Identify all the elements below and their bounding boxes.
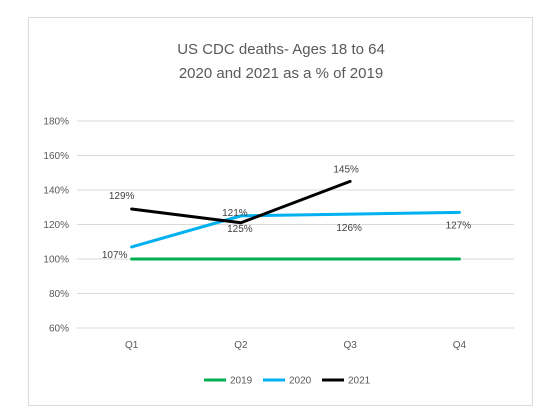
y-tick-label: 120% — [43, 220, 69, 231]
y-tick-label: 180% — [43, 117, 69, 128]
series-line-2021 — [130, 179, 352, 225]
legend-label: 2020 — [289, 376, 312, 387]
y-tick-label: 80% — [49, 289, 69, 300]
data-labels: 107% 125% 126% 127% 129% 121% 145% — [102, 164, 471, 261]
y-tick-label: 160% — [43, 151, 69, 162]
x-tick-label: Q3 — [343, 340, 357, 351]
chart-frame: US CDC deaths- Ages 18 to 64 2020 and 20… — [28, 17, 533, 406]
chart-title-line-2: 2020 and 2021 as a % of 2019 — [179, 65, 383, 82]
chart-title: US CDC deaths- Ages 18 to 64 2020 and 20… — [177, 41, 385, 82]
y-tick-label: 140% — [43, 186, 69, 197]
data-label: 145% — [333, 164, 359, 175]
x-axis-tick-labels: Q1 Q2 Q3 Q4 — [125, 340, 467, 351]
x-tick-label: Q2 — [234, 340, 248, 351]
y-axis-tick-labels: 60% 80% 100% 120% 140% 160% 180% — [43, 117, 69, 335]
chart-title-line-1: US CDC deaths- Ages 18 to 64 — [177, 41, 385, 58]
legend: 2019 2020 2021 — [204, 376, 371, 387]
y-tick-label: 100% — [43, 255, 69, 266]
data-label: 129% — [109, 191, 135, 202]
legend-label: 2021 — [348, 376, 371, 387]
data-label: 107% — [102, 250, 128, 261]
series-line-2020 — [130, 210, 461, 249]
x-tick-label: Q1 — [125, 340, 139, 351]
data-label: 126% — [336, 223, 362, 234]
series-lines — [130, 179, 461, 261]
line-chart: US CDC deaths- Ages 18 to 64 2020 and 20… — [43, 41, 514, 387]
x-tick-label: Q4 — [453, 340, 467, 351]
data-label: 127% — [446, 220, 472, 231]
data-label: 121% — [222, 208, 248, 219]
data-label: 125% — [227, 224, 253, 235]
y-tick-label: 60% — [49, 324, 69, 335]
legend-label: 2019 — [230, 376, 253, 387]
